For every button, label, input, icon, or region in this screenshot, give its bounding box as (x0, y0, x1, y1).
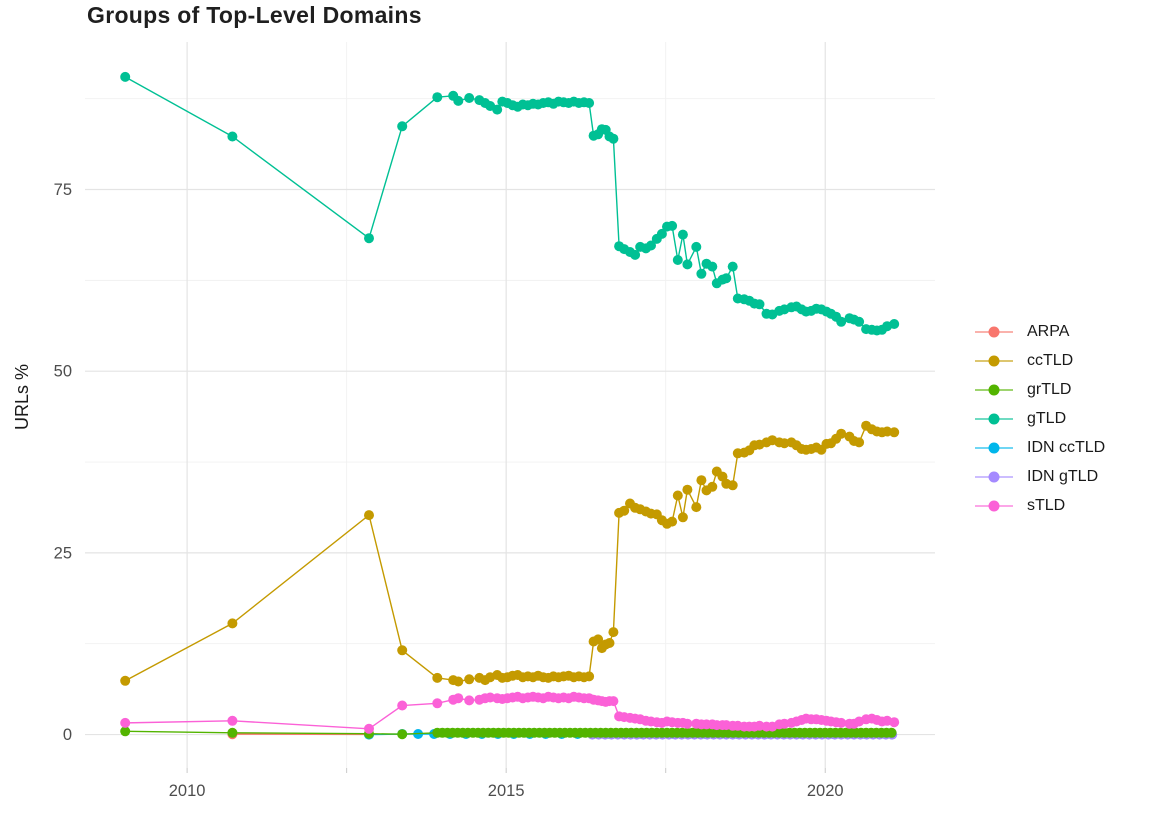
legend-label: grTLD (1027, 381, 1072, 398)
legend-item-gTLD: gTLD (975, 409, 1105, 429)
legend-key-icon (975, 326, 1013, 338)
series-ccTLD (120, 420, 900, 687)
data-series-layer (120, 71, 900, 740)
legend-label: gTLD (1027, 410, 1067, 427)
legend: ARPA ccTLD grTLD gTLD IDN ccTLD IDN gTLD sTLD (975, 322, 1105, 525)
legend-key-icon (975, 384, 1013, 396)
y-tick-label: 75 (54, 181, 72, 199)
series-grTLD (120, 726, 897, 740)
x-tick-label: 2015 (488, 782, 525, 800)
legend-item-ARPA: ARPA (975, 322, 1105, 342)
x-tick-label: 2010 (169, 782, 206, 800)
axis-tick-marks (186, 768, 826, 773)
legend-key-icon (975, 500, 1013, 512)
gridlines-major (85, 42, 935, 768)
legend-item-sTLD: sTLD (975, 496, 1105, 516)
legend-key-icon (975, 442, 1013, 454)
legend-label: ARPA (1027, 323, 1070, 340)
axis-tick-labels: 0 25 50 75 2010 2015 2020 (54, 181, 844, 800)
legend-item-IDN-ccTLD: IDN ccTLD (975, 438, 1105, 458)
legend-label: ccTLD (1027, 352, 1074, 369)
legend-item-ccTLD: ccTLD (975, 351, 1105, 371)
series-ARPA (227, 729, 374, 740)
legend-key-icon (975, 355, 1013, 367)
legend-key-icon (975, 413, 1013, 425)
legend-item-IDN-gTLD: IDN gTLD (975, 467, 1105, 487)
legend-key-icon (975, 471, 1013, 483)
series-gTLD (120, 71, 900, 336)
x-tick-label: 2020 (807, 782, 844, 800)
legend-label: sTLD (1027, 497, 1066, 514)
y-tick-label: 0 (63, 726, 72, 744)
legend-item-grTLD: grTLD (975, 380, 1105, 400)
y-tick-label: 25 (54, 544, 72, 562)
y-tick-label: 50 (54, 363, 72, 381)
legend-label: IDN gTLD (1027, 468, 1099, 485)
chart-title: Groups of Top-Level Domains (87, 2, 422, 28)
series-sTLD (120, 691, 900, 734)
gridlines-minor (85, 42, 935, 768)
legend-label: IDN ccTLD (1027, 439, 1106, 456)
